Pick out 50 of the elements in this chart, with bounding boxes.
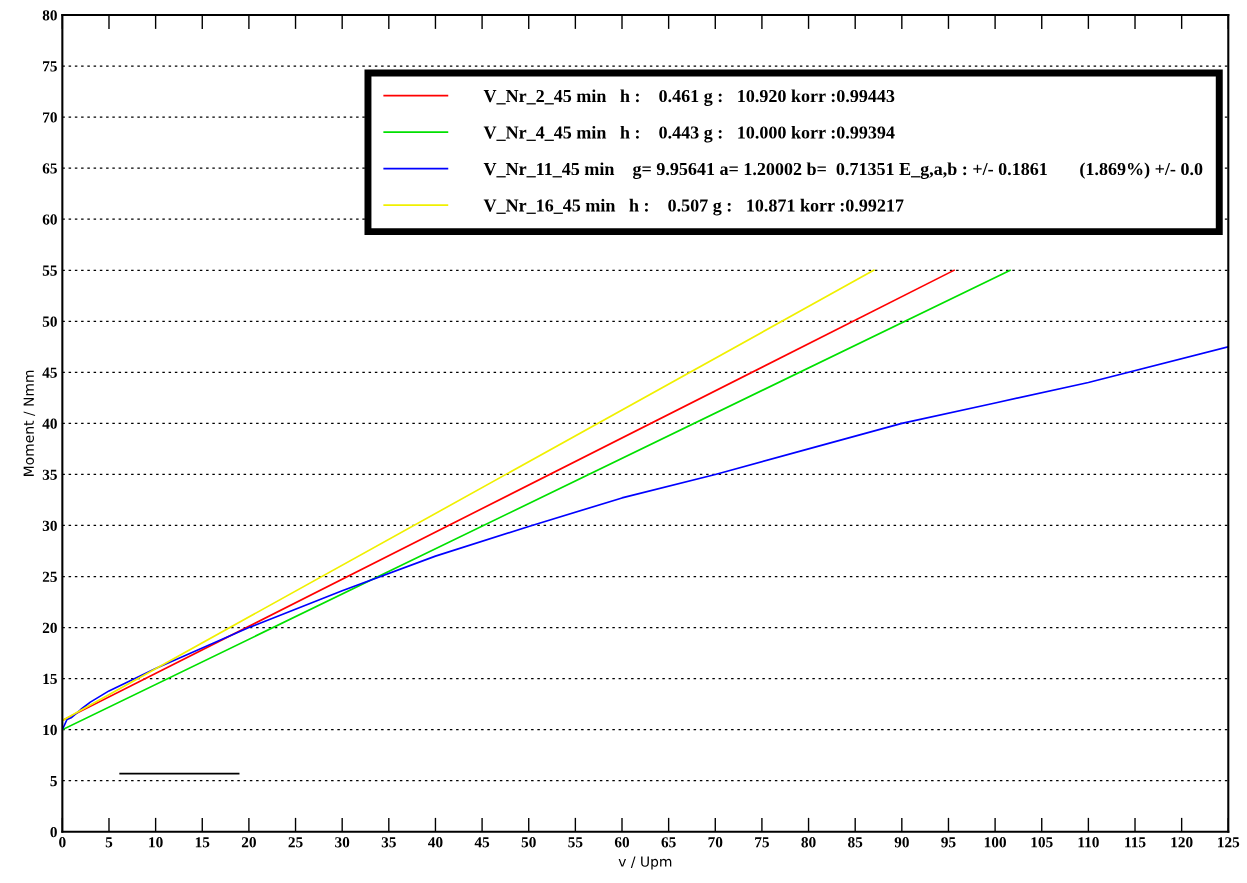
x-tick-label: 5 xyxy=(105,837,113,848)
x-tick-label: 120 xyxy=(1171,837,1193,848)
y-tick-label: 40 xyxy=(42,418,57,429)
x-tick-label: 65 xyxy=(661,837,676,848)
x-tick-label: 115 xyxy=(1125,837,1146,848)
x-axis-title: v / Upm xyxy=(618,856,672,870)
x-tick-label: 85 xyxy=(848,837,863,848)
y-tick-label: 80 xyxy=(42,10,57,21)
legend-label: V_Nr_16_45 min h : 0.507 g : 10.871 korr :0.99217 xyxy=(483,198,904,216)
y-tick-label: 35 xyxy=(42,469,57,480)
y-tick-label: 25 xyxy=(42,571,57,582)
line-series xyxy=(62,345,1229,731)
x-tick-label: 25 xyxy=(288,837,303,848)
x-tick-label: 95 xyxy=(941,837,956,848)
legend-label: V_Nr_11_45 min g= 9.95641 a= 1.20002 b= 0.71351 E_g,a,b : +/- 0.1861 (1.869%) +/- 0.0 xyxy=(483,162,1203,179)
x-tick-label: 0 xyxy=(59,837,66,848)
x-tick-label: 10 xyxy=(149,837,163,848)
y-axis-title: Moment / Nmm xyxy=(23,370,36,476)
y-tick-label: 0 xyxy=(50,826,57,838)
y-tick-label: 30 xyxy=(42,520,57,531)
x-tick-label: 70 xyxy=(708,837,723,848)
y-tick-label: 45 xyxy=(42,367,57,378)
x-tick-label: 80 xyxy=(801,837,816,848)
y-tick-label: 55 xyxy=(42,265,57,276)
x-tick-label: 125 xyxy=(1218,837,1240,848)
y-tick-label: 70 xyxy=(43,112,57,123)
legend-label: V_Nr_2_45 min h : 0.461 g : 10.920 korr :0.99443 xyxy=(483,89,895,106)
x-tick-label: 45 xyxy=(474,837,490,848)
x-tick-label: 75 xyxy=(755,837,769,848)
x-tick-label: 90 xyxy=(894,837,909,848)
x-tick-label: 100 xyxy=(984,837,1006,848)
y-tick-label: 10 xyxy=(43,724,57,736)
y-tick-label: 5 xyxy=(50,776,57,787)
y-tick-label: 60 xyxy=(42,214,57,225)
x-tick-label: 40 xyxy=(428,837,443,848)
y-tick-label: 75 xyxy=(43,61,57,72)
x-tick-label: 50 xyxy=(521,837,536,848)
x-tick-label: 60 xyxy=(614,837,630,848)
x-tick-label: 110 xyxy=(1078,837,1099,848)
x-tick-label: 35 xyxy=(381,837,396,848)
y-tick-label: 15 xyxy=(43,673,57,685)
x-tick-label: 55 xyxy=(568,837,583,848)
legend-label: V_Nr_4_45 min h : 0.443 g : 10.000 korr :0.99394 xyxy=(483,125,895,143)
x-tick-label: 15 xyxy=(195,837,210,848)
y-tick-label: 65 xyxy=(42,163,57,174)
y-tick-label: 20 xyxy=(42,622,57,634)
y-tick-label: 50 xyxy=(42,316,57,327)
x-tick-label: 105 xyxy=(1031,837,1053,848)
x-tick-label: 30 xyxy=(335,837,350,848)
x-tick-label: 20 xyxy=(241,837,256,848)
